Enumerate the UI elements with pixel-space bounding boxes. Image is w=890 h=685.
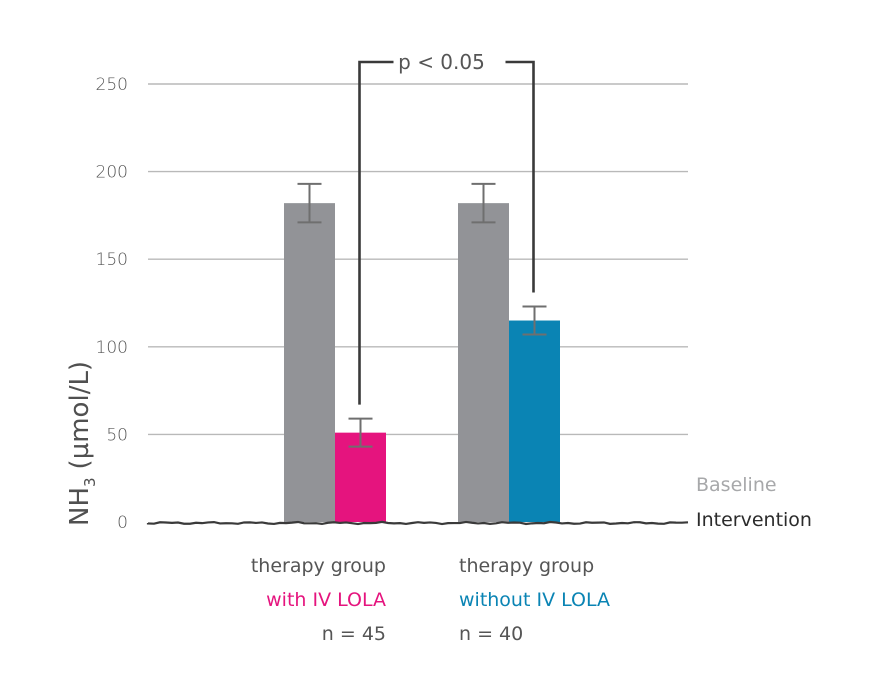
group-1-line2: with IV LOLA	[266, 589, 386, 611]
gridlines	[148, 83, 688, 436]
y-tick-label: 0	[117, 513, 128, 533]
y-axis-title-nh: NH	[65, 487, 95, 526]
error-bar	[348, 417, 373, 448]
significance-label: p < 0.05	[398, 50, 485, 74]
y-tick-label: 200	[96, 163, 128, 183]
error-bar	[522, 305, 547, 336]
y-axis-title: NH3 (µmol/L)	[65, 361, 99, 526]
legend-baseline: Baseline	[696, 474, 777, 496]
x-axis-group-labels: therapy group with IV LOLA n = 45 therap…	[251, 555, 610, 645]
error-bar	[471, 182, 496, 224]
y-axis-ticks: 0 50 100 150 200 250	[96, 75, 128, 533]
y-tick-label: 50	[106, 425, 128, 445]
group-2-line1: therapy group	[459, 555, 594, 577]
bar-baseline	[458, 203, 509, 523]
y-tick-label: 250	[96, 75, 128, 95]
y-axis-title-subscript: 3	[81, 477, 99, 487]
group-1-n: n = 45	[322, 623, 386, 645]
legend: Baseline Intervention	[696, 474, 812, 531]
y-tick-label: 150	[96, 250, 128, 270]
group-2-line2: without IV LOLA	[459, 589, 610, 611]
bracket-right-arm	[505, 60, 535, 293]
group-2-n: n = 40	[459, 623, 523, 645]
significance-bracket: p < 0.05	[358, 50, 535, 405]
group-1-line1: therapy group	[251, 555, 386, 577]
x-axis-baseline	[146, 520, 689, 526]
y-axis-title-units: (µmol/L)	[65, 361, 95, 470]
bar-intervention	[509, 320, 560, 522]
legend-intervention: Intervention	[696, 509, 812, 531]
bracket-left-arm	[358, 60, 394, 405]
bar-baseline	[284, 203, 335, 523]
y-tick-label: 100	[96, 338, 128, 358]
bars	[284, 203, 560, 523]
error-bar	[297, 182, 322, 224]
error-bars	[297, 182, 547, 448]
